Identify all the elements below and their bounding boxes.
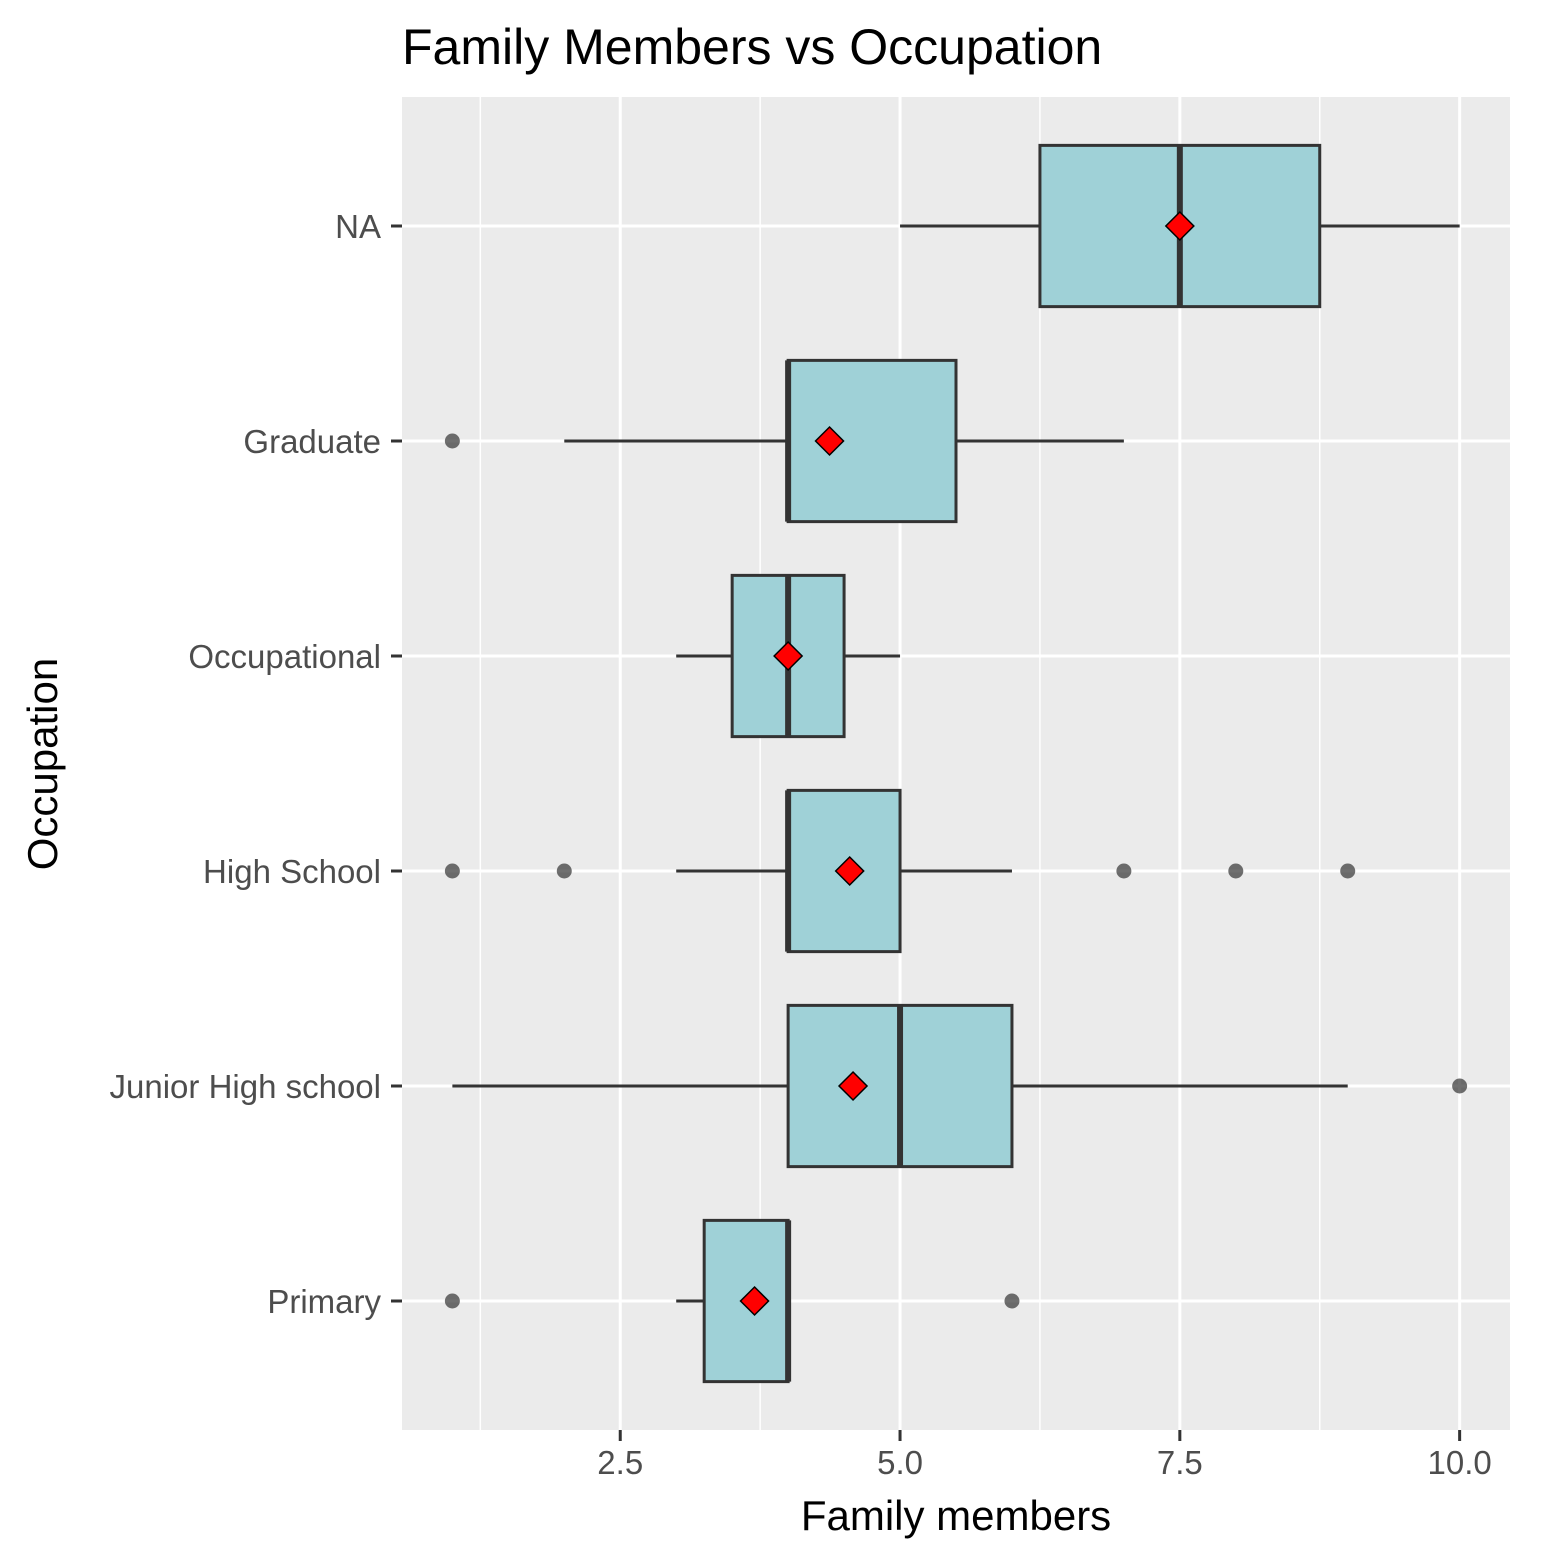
x-tick-label: 10.0 [1428, 1444, 1492, 1481]
x-tick-label: 5.0 [877, 1444, 923, 1481]
outlier-point [444, 1293, 460, 1309]
outlier-point [1116, 863, 1132, 879]
outlier-point [1228, 863, 1244, 879]
y-axis: Primary Junior High school High School Occu… [110, 208, 402, 1320]
minor-gridlines [479, 97, 1321, 1430]
outlier-point [1452, 1078, 1468, 1094]
boxplot-primary [444, 1218, 1020, 1384]
chart-title: Family Members vs Occupation [402, 19, 1102, 75]
mean-marker [814, 425, 845, 457]
x-tick-label: 2.5 [597, 1444, 643, 1481]
x-axis-title: Family members [801, 1492, 1111, 1539]
mean-marker [834, 855, 865, 887]
x-tick-label: 7.5 [1157, 1444, 1203, 1481]
x-axis: 2.5 5.0 7.5 10.0 [597, 1430, 1492, 1481]
mean-marker [739, 1285, 770, 1317]
boxplot-series [444, 143, 1468, 1384]
boxplot-high-school [444, 788, 1356, 954]
outlier-point [444, 433, 460, 449]
boxplot-na [900, 143, 1460, 309]
outlier-point [1340, 863, 1356, 879]
y-tick-label: High School [203, 853, 381, 890]
y-tick-label: NA [335, 208, 381, 245]
mean-marker [837, 1070, 869, 1102]
boxplot-graduate [444, 358, 1124, 524]
boxplot-junior-high-school [452, 1003, 1468, 1169]
outlier-point [1004, 1293, 1020, 1309]
boxplot-occupational [676, 573, 901, 739]
y-tick-label: Occupational [188, 638, 381, 675]
y-tick-label: Primary [267, 1283, 381, 1320]
outlier-point [556, 863, 572, 879]
outlier-point [444, 863, 460, 879]
plot-panel [402, 97, 1510, 1430]
y-tick-label: Graduate [243, 423, 381, 460]
box-iqr [786, 358, 958, 524]
y-axis-title: Occupation [19, 658, 66, 870]
mean-marker [1164, 210, 1195, 242]
y-tick-label: Junior High school [110, 1068, 381, 1105]
mean-marker [773, 640, 804, 672]
